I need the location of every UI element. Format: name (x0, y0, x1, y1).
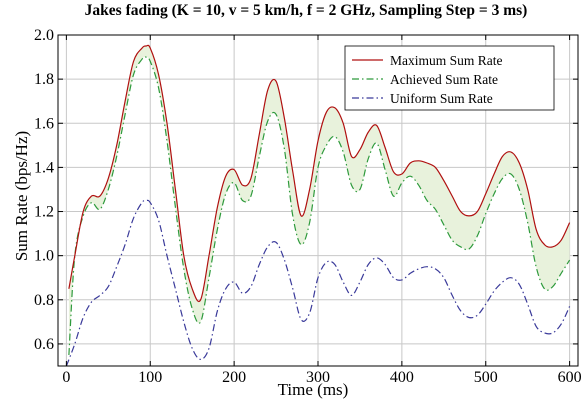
x-axis-label: Time (ms) (278, 380, 349, 399)
legend-entry: Achieved Sum Rate (390, 72, 498, 87)
x-tick-label: 0 (62, 369, 70, 386)
legend-entry: Uniform Sum Rate (390, 91, 493, 106)
series-line-achieved-sum-rate (68, 56, 571, 356)
chart-title: Jakes fading (K = 10, v = 5 km/h, f = 2 … (85, 2, 528, 19)
ticks: 0 100 200 300 400 500 600 0.6 0.8 1.0 1.2 1.4 1.6 1.8… (34, 27, 582, 386)
x-tick-label: 400 (390, 369, 414, 386)
y-tick-label: 2.0 (34, 27, 54, 44)
legend-box (344, 45, 555, 111)
x-tick-label: 300 (306, 369, 330, 386)
legend-entry: Maximum Sum Rate (390, 53, 503, 68)
y-tick-label: 1.0 (34, 248, 54, 265)
x-tick-label: 200 (222, 369, 246, 386)
y-tick-label: 0.6 (34, 336, 54, 353)
y-axis-label: Sum Rate (bps/Hz) (12, 131, 31, 261)
legend: Maximum Sum Rate Achieved Sum Rate Uniform… (344, 45, 555, 111)
series-line-uniform-sum-rate (65, 199, 571, 367)
y-tick-label: 1.4 (34, 159, 54, 176)
y-tick-label: 1.6 (34, 115, 54, 132)
x-tick-label: 100 (138, 369, 162, 386)
series-layer (65, 44, 571, 367)
y-tick-label: 0.8 (34, 292, 54, 309)
y-tick-label: 1.2 (34, 204, 54, 221)
x-tick-label: 600 (558, 369, 582, 386)
y-tick-label: 1.8 (34, 71, 54, 88)
series-line-maximum-sum-rate (68, 44, 571, 303)
x-tick-label: 500 (474, 369, 498, 386)
